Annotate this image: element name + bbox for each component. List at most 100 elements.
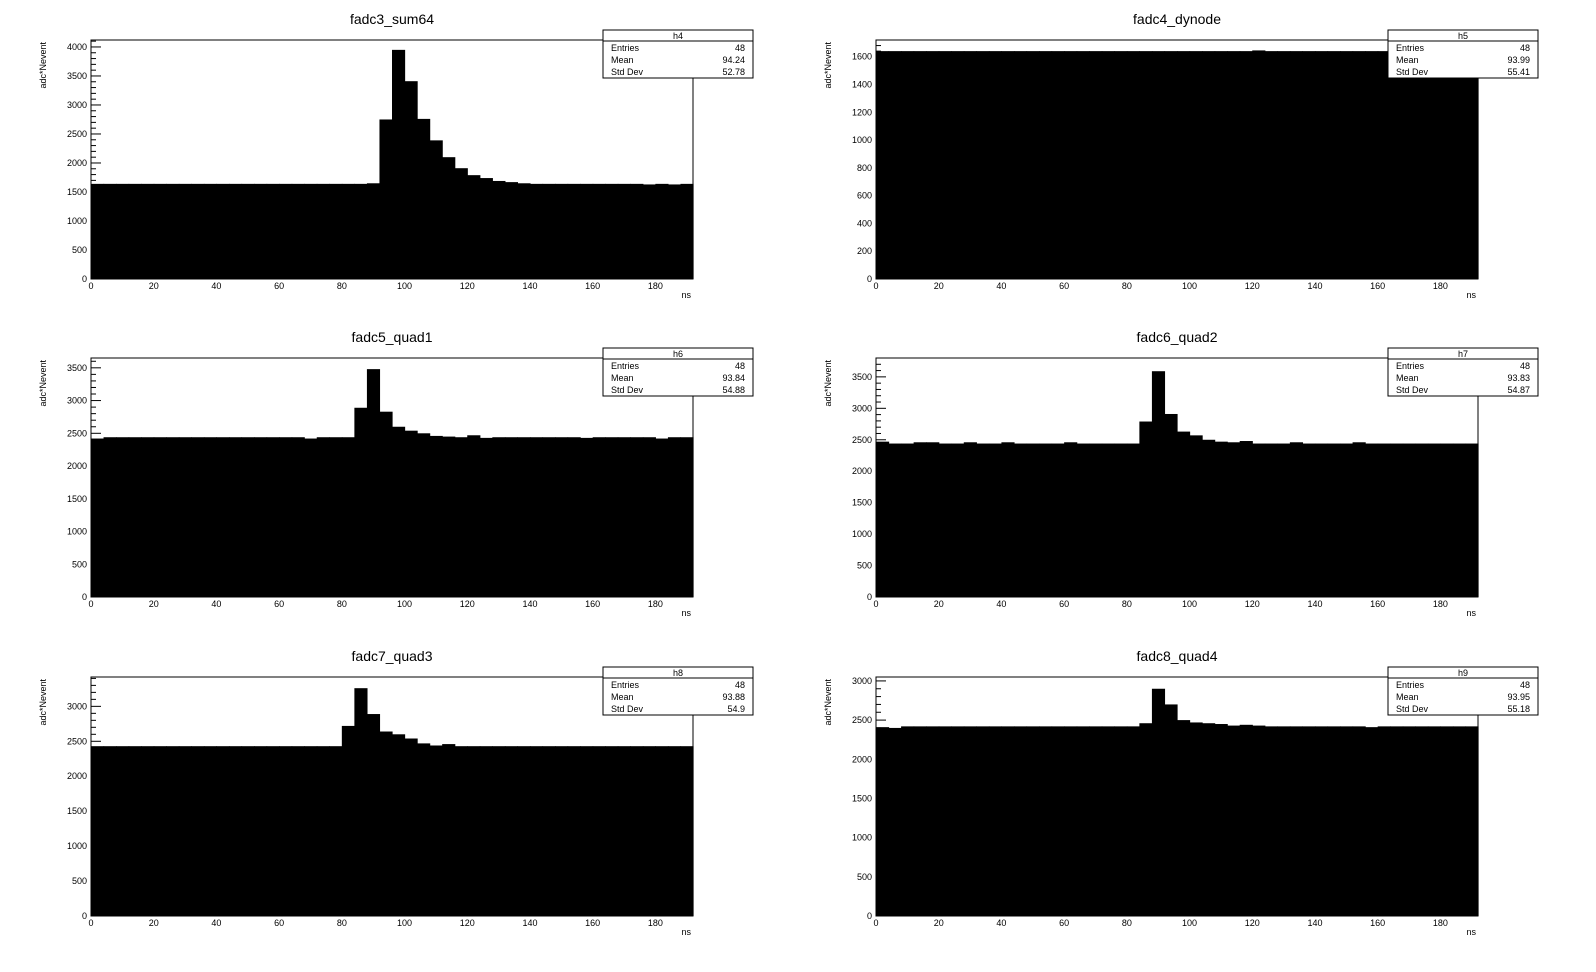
x-axis: 0 20 40 60 80 100 120 140 160 180 ns bbox=[88, 271, 694, 300]
y-axis: 0 500 1000 1500 2000 2500 3000 3500 adc*Nevent bbox=[823, 357, 886, 602]
histogram-bar bbox=[404, 81, 418, 279]
histogram-bar bbox=[938, 51, 952, 280]
histogram-bar bbox=[128, 183, 142, 279]
histogram-bar bbox=[128, 437, 142, 597]
histogram-bar bbox=[329, 437, 343, 597]
histogram-bar bbox=[141, 437, 155, 597]
histogram-bar bbox=[1314, 51, 1329, 280]
histogram-bar bbox=[203, 746, 218, 916]
y-tick-label: 1000 bbox=[852, 135, 872, 145]
histogram-bar bbox=[1402, 51, 1416, 280]
histogram-bar bbox=[91, 438, 105, 597]
histogram-bar bbox=[926, 442, 940, 597]
histogram-bar bbox=[191, 437, 205, 597]
histogram-bar bbox=[1264, 51, 1278, 280]
histogram-bar bbox=[178, 183, 192, 279]
histogram-bar bbox=[216, 437, 230, 597]
chart-title: fadc7_quad3 bbox=[352, 648, 433, 664]
stats-box: h5 Entries 48 Mean 93.99 Std Dev 55.41 bbox=[1387, 29, 1539, 79]
stats-box-frame bbox=[602, 347, 754, 397]
stats-label: Std Dev bbox=[611, 704, 644, 714]
histogram-bar bbox=[542, 746, 556, 916]
histogram-bar bbox=[504, 182, 519, 279]
histogram-bar bbox=[1415, 51, 1429, 280]
stats-box-frame bbox=[602, 666, 754, 716]
histogram-bar bbox=[1177, 51, 1191, 280]
histogram-bar bbox=[153, 746, 167, 916]
stats-value: 48 bbox=[1520, 361, 1530, 371]
histogram-bar bbox=[938, 443, 952, 597]
histogram-bar bbox=[1390, 726, 1404, 916]
histogram-bar bbox=[1126, 51, 1140, 280]
histogram-bar bbox=[166, 437, 180, 597]
x-tick-label: 180 bbox=[648, 918, 663, 928]
histogram-bar bbox=[1365, 727, 1379, 916]
histogram-bar bbox=[1001, 442, 1015, 597]
histogram-bar bbox=[1151, 371, 1166, 597]
histogram-bar bbox=[1227, 725, 1241, 916]
histogram-bar bbox=[1452, 726, 1467, 916]
y-axis: 0 500 1000 1500 2000 2500 3000 adc*Nevent bbox=[38, 677, 101, 921]
stats-value: 94.24 bbox=[722, 55, 745, 65]
histogram-bar bbox=[316, 746, 330, 916]
x-tick-label: 160 bbox=[1370, 918, 1385, 928]
histogram-bar bbox=[1327, 726, 1341, 916]
histogram-bar bbox=[617, 183, 631, 279]
histogram-bar bbox=[1402, 726, 1416, 916]
histogram-bar bbox=[128, 746, 142, 916]
stats-box-frame bbox=[1387, 29, 1539, 79]
y-tick-label: 1000 bbox=[852, 833, 872, 843]
x-tick-label: 180 bbox=[1433, 281, 1448, 291]
histogram-bar bbox=[1302, 51, 1316, 280]
histogram-bar bbox=[680, 437, 694, 597]
histogram-bar bbox=[141, 746, 155, 916]
histogram-bar bbox=[366, 369, 381, 597]
x-tick-label: 140 bbox=[522, 599, 537, 609]
y-tick-label: 800 bbox=[857, 163, 872, 173]
histogram-bar bbox=[1114, 51, 1128, 280]
histogram-bar bbox=[1402, 443, 1416, 597]
histogram-bar bbox=[241, 183, 255, 279]
histogram-bar bbox=[1277, 726, 1291, 916]
histogram-bar bbox=[1252, 443, 1266, 597]
y-tick-label: 2500 bbox=[67, 736, 87, 746]
histogram-bar bbox=[1214, 441, 1228, 597]
histogram-bar bbox=[580, 183, 594, 279]
histogram-bar bbox=[1177, 720, 1191, 916]
histogram-bar bbox=[680, 746, 694, 916]
stats-value: 55.41 bbox=[1507, 67, 1530, 77]
histogram-panel-fadc3_sum64: fadc3_sum64 0 20 40 60 80 100 120 140 160 180 ns 0 50… bbox=[38, 11, 754, 300]
histogram-bar bbox=[1189, 51, 1203, 280]
histogram-bar bbox=[1164, 51, 1178, 280]
histogram-bar bbox=[555, 437, 569, 597]
histogram-bar bbox=[266, 437, 280, 597]
histogram-bar bbox=[680, 183, 694, 279]
histogram-bar bbox=[1365, 51, 1379, 280]
histogram-bar bbox=[1302, 726, 1316, 916]
histogram-bar bbox=[304, 438, 318, 597]
histogram-panel-fadc7_quad3: fadc7_quad3 0 20 40 60 80 100 120 140 160 180 ns 0 50… bbox=[38, 648, 754, 937]
stats-label: Std Dev bbox=[1396, 385, 1429, 395]
histogram-bar bbox=[630, 746, 644, 916]
stats-box-frame bbox=[1387, 347, 1539, 397]
histogram-bar bbox=[1264, 726, 1278, 916]
histogram-bar bbox=[1340, 51, 1354, 280]
x-axis-label: ns bbox=[681, 927, 691, 937]
y-tick-label: 2500 bbox=[67, 129, 87, 139]
histogram-bar bbox=[1214, 724, 1228, 916]
histogram-bar bbox=[354, 688, 368, 916]
histogram-bar bbox=[241, 746, 255, 916]
stats-box-name: h8 bbox=[673, 668, 683, 678]
x-tick-label: 40 bbox=[211, 281, 221, 291]
histogram-bar bbox=[203, 437, 218, 597]
stats-box: h6 Entries 48 Mean 93.84 Std Dev 54.88 bbox=[602, 347, 754, 397]
histogram-bar bbox=[529, 183, 544, 279]
histogram-bar bbox=[1026, 726, 1040, 916]
histogram-bar bbox=[888, 51, 902, 280]
histogram-bar bbox=[1377, 443, 1391, 597]
histogram-bar bbox=[580, 746, 594, 916]
histogram-bar bbox=[467, 435, 481, 597]
y-axis-label: adc*Nevent bbox=[823, 42, 833, 89]
histogram-bar bbox=[316, 183, 330, 279]
x-axis: 0 20 40 60 80 100 120 140 160 180 ns bbox=[88, 589, 694, 618]
